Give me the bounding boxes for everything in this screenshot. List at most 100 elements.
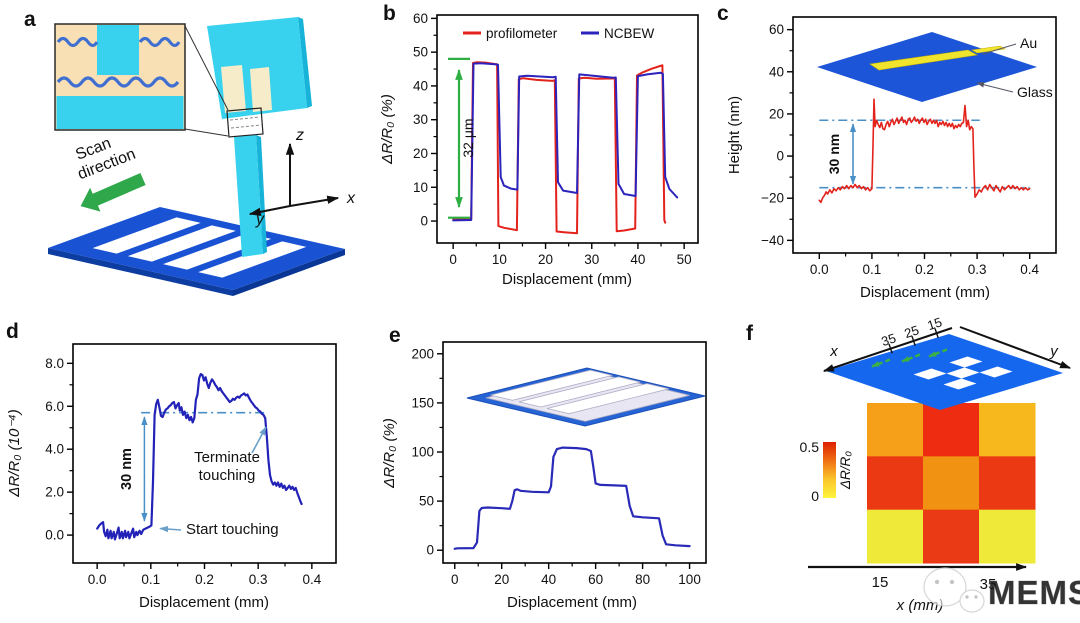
crack-sensor-inset [54,23,186,131]
schematic-scan-setup: Scan direction z x y [48,17,356,296]
series-NCBEW response [96,372,303,541]
heatmap-cell [979,509,1036,564]
series-staircase response [453,446,691,550]
watermark: MEMS [923,567,1080,613]
x-tick-label: 40 [630,252,645,267]
watermark-text: MEMS [988,574,1080,611]
y-tick-label: 6.0 [45,399,64,414]
substrate-edge2 [233,249,345,296]
electrode-pad-right [250,67,272,112]
y-tick-label: 100 [411,445,434,460]
colorbar: 0.5 0 ΔR/R₀ [800,439,853,504]
chart-e: 0 20 40 60 80 100 0 50 100 150 200 Displacement (m… [381,341,707,611]
sample-plate [826,334,1063,410]
y-tick-label: 0.0 [45,528,64,543]
ylabel-d: ΔR/R₀ (10⁻⁴) [6,409,23,497]
start-touching-arrow [159,525,182,533]
x-tick-label: 0.0 [88,572,107,587]
plate-tick-label-35: 35 [879,330,897,349]
y-tick-label: 50 [419,494,434,509]
au-electrode [869,49,978,71]
inset-staircase-sample [466,367,706,427]
series-profilometer [452,61,667,235]
step-annotation-text: 30 nm [826,134,842,174]
plate-tick [934,328,939,339]
watermark-eye [974,595,978,599]
y-axis-label: y [255,211,265,228]
x-axis-label: x [346,190,356,207]
plate-tick-label-15: 15 [925,314,943,333]
grating-stripe [92,217,201,254]
panel-label-c: c [717,2,729,25]
y-tick-label: −20 [761,191,784,206]
crack-wave [56,36,99,48]
y-tick-label: 150 [411,395,434,410]
checker-cell [913,368,947,380]
crack-hint-line [229,116,261,121]
grating-stripe [127,225,236,262]
heatmap [867,403,1036,564]
glass-leader-line [976,82,1014,93]
plate-y-label: y [1049,343,1059,360]
grating-stripe [198,241,307,278]
x-tick-label: 0.1 [141,572,160,587]
z-axis-label: z [295,127,304,144]
colorbar-max-label: 0.5 [800,439,820,455]
device-edge [298,17,312,108]
staircase-ridge [490,369,613,401]
x-tick-label: 0.1 [863,262,882,277]
panel-a: a [0,0,375,312]
staircase-ridge [547,383,669,415]
y-tick-label: 0 [426,543,434,558]
plate-x-axis-arrow [822,327,953,372]
plate-y-axis-arrow [959,326,1072,369]
scan-direction-arrow [80,173,146,212]
heatmap-cell [923,403,980,457]
panel-label-e: e [389,324,401,347]
checker-cell [943,378,977,390]
panel-label-b: b [383,2,396,25]
heatmap-cell [867,509,924,564]
scan-line-arrow [928,348,948,358]
annotations-b: 32 μm profilometer NCBEW [448,26,655,219]
inset-connector [184,25,229,111]
panel-e: e 0 20 40 60 80 100 0 50 100 150 200 Displacement … [375,312,720,623]
sensor-device [207,17,312,257]
panel-label-a: a [24,8,36,31]
y-tick-label: 200 [411,346,434,361]
x-tick-label: 0.4 [302,572,321,587]
y-axis-arrow [248,205,291,217]
terminate-touching-label1: Terminate [194,449,260,466]
legend-label-profilometer: profilometer [486,26,558,41]
staircase-ridge [518,376,641,408]
inset-cyan-block [97,25,139,75]
checker-cell [949,356,983,368]
x-tick-label: 20 [538,252,553,267]
y-tick-label: 60 [769,22,784,37]
heatmap-tick-15: 15 [872,574,889,591]
panel-d: d 0.0 0.1 0.2 0.3 0.4 0.0 2.0 4.0 6.0 8.0 30 nm S… [0,312,375,623]
scan-line-arrow [901,353,921,363]
x-tick-label: 50 [677,252,692,267]
y-tick-label: 30 [413,112,428,127]
series-NCBEW [452,62,679,222]
start-touching-label: Start touching [186,521,279,538]
colorbar-title: ΔR/R₀ [838,451,853,490]
y-tick-label: 40 [413,78,428,93]
annotations-c: 30 nm [826,123,857,185]
panel-label-d: d [6,320,19,343]
y-tick-label: 40 [769,64,784,79]
colorbar-min-label: 0 [811,488,819,504]
y-tick-label: 60 [413,11,428,26]
gap-annotation-text: 32 μm [460,118,476,157]
heatmap-cell [979,403,1036,457]
xlabel-d: Displacement (mm) [139,594,269,611]
x-tick-label: 0.3 [249,572,268,587]
scan-line-arrow [871,358,891,368]
x-tick-label: 10 [492,252,507,267]
panel-c: c 0.0 0.1 0.2 0.3 0.4 −40 −20 0 20 40 60 Au Glass … [715,0,1080,312]
ylabel-b: ΔR/R₀ (%) [379,94,396,165]
scan-direction-label: Scan direction [73,135,138,183]
inset-connector [184,128,229,137]
inset-cyan-layer [56,96,184,129]
